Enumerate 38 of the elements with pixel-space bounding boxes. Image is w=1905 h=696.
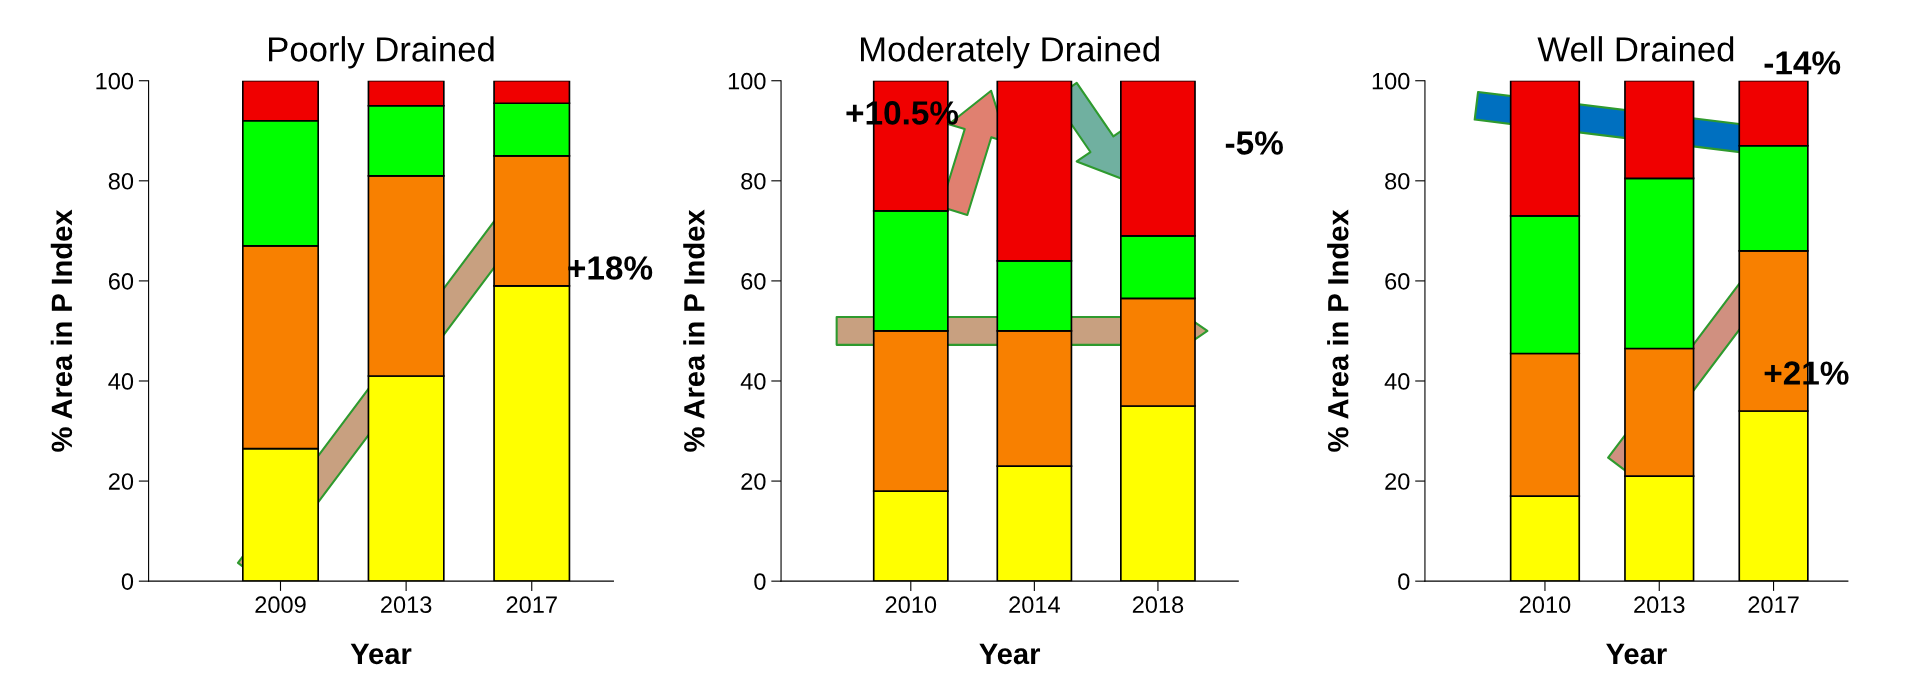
y-axis-title: % Area in P Index [683,209,705,452]
x-tick-label: 2010 [885,596,937,614]
chart-title: Moderately Drained [861,36,1159,69]
y-tick-label: 40 [108,373,134,390]
annotation: -5% [1225,131,1283,155]
y-tick-label: 40 [740,373,766,390]
x-axis-title: Year [979,643,1041,665]
y-axis-title: % Area in P Index [50,209,73,452]
y-tick-label: 100 [1372,72,1410,90]
y-tick-label: 60 [741,272,766,290]
y-tick-label: 80 [741,172,766,190]
x-tick-label: 2018 [1132,596,1184,614]
x-tick-label: 2013 [1634,596,1685,614]
y-tick-label: 80 [108,172,134,190]
y-tick-label: 40 [1384,373,1410,390]
chart-title: Well Drained [1537,36,1734,62]
y-tick-label: 0 [1398,573,1410,590]
x-tick-label: 2009 [255,596,306,614]
y-tick-label: 0 [754,573,766,590]
x-tick-label: 2013 [381,596,432,614]
x-tick-label: 2010 [1519,596,1571,614]
y-tick-label: 60 [1385,272,1410,290]
y-tick-label: 100 [96,72,134,90]
chart-title: Poorly Drained [269,36,494,69]
x-axis-title: Year [1606,643,1667,665]
y-tick-label: 0 [121,573,134,590]
y-tick-label: 20 [741,473,766,490]
x-tick-label: 2014 [1009,596,1060,614]
y-tick-label: 100 [728,72,766,90]
x-tick-label: 2017 [1748,596,1799,614]
text: -14% [1764,51,1841,75]
y-tick-label: 20 [1385,473,1410,490]
y-tick-label: 60 [108,272,134,290]
y-tick-label: 20 [108,473,134,490]
y-axis-title: % Area in P Index [1327,209,1349,452]
x-axis-title: Year [350,643,412,665]
x-tick-label: 2017 [506,596,557,614]
y-tick-label: 80 [1385,172,1410,190]
